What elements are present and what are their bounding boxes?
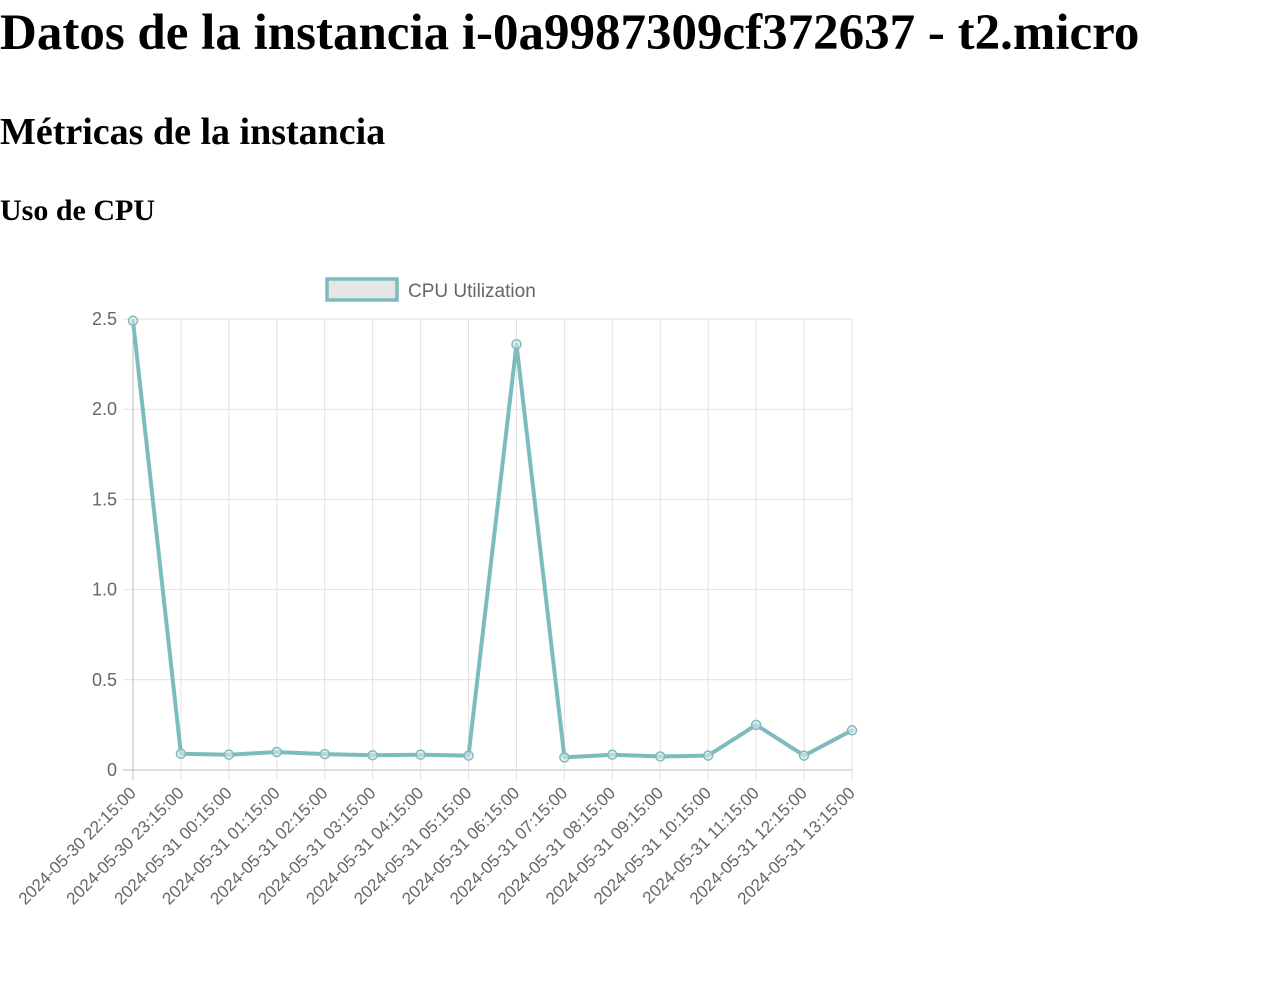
data-point bbox=[415, 749, 426, 760]
series-cpu-utilization bbox=[127, 315, 858, 763]
data-point bbox=[750, 719, 762, 731]
cpu-utilization-chart: 0 0.5 1.0 1.5 2.0 2.5 2024-05-30 22:15:00 2024-… bbox=[0, 262, 870, 1006]
data-point bbox=[127, 315, 139, 327]
data-point bbox=[559, 752, 570, 763]
data-point bbox=[463, 750, 474, 761]
series-line bbox=[131, 318, 854, 760]
y-tick-label: 0 bbox=[107, 760, 117, 780]
chart-legend[interactable]: CPU Utilization bbox=[325, 277, 536, 302]
data-point bbox=[607, 749, 618, 760]
page-title: Datos de la instancia i-0a9987309cf37263… bbox=[0, 5, 1140, 61]
y-tick-label: 2.5 bbox=[92, 309, 117, 329]
y-tick-label: 0.5 bbox=[92, 670, 117, 690]
legend-swatch[interactable] bbox=[325, 277, 399, 302]
cpu-usage-heading: Uso de CPU bbox=[0, 194, 155, 227]
data-point bbox=[367, 749, 378, 761]
data-point bbox=[798, 750, 810, 761]
metrics-heading: Métricas de la instancia bbox=[0, 111, 386, 153]
data-point bbox=[702, 750, 714, 761]
legend-label[interactable]: CPU Utilization bbox=[408, 281, 536, 302]
data-point bbox=[846, 725, 858, 736]
data-point bbox=[319, 748, 330, 760]
data-point bbox=[655, 751, 666, 762]
y-tick-label: 1.0 bbox=[92, 580, 117, 600]
y-tick-label: 2.0 bbox=[92, 399, 117, 419]
data-point bbox=[511, 339, 522, 350]
chart-grid bbox=[123, 318, 853, 780]
data-point bbox=[223, 749, 235, 760]
data-point bbox=[175, 748, 187, 760]
data-point bbox=[271, 746, 283, 758]
y-tick-label: 1.5 bbox=[92, 489, 117, 509]
